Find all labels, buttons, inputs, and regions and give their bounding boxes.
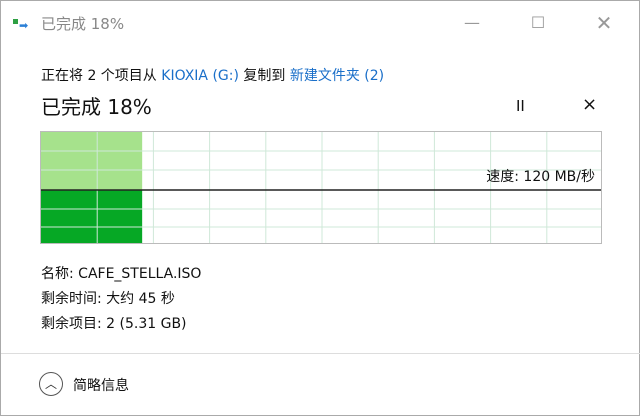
progress-label: 已完成 18%: [41, 95, 152, 119]
items-remaining: 剩余项目: 2 (5.31 GB): [41, 316, 187, 332]
pause-button[interactable]: II: [516, 97, 525, 115]
chevron-up-icon[interactable]: ︿: [39, 372, 63, 396]
copy-icon: ➡: [13, 17, 28, 31]
message-middle: 复制到: [238, 68, 290, 84]
speed-label: 速度: 120 MB/秒: [486, 169, 595, 185]
progress-fill-dark: [41, 190, 143, 243]
copy-message: 正在将 2 个项目从 KIOXIA (G:) 复制到 新建文件夹 (2): [41, 65, 384, 85]
window-title: 已完成 18%: [41, 15, 125, 33]
file-name: 名称: CAFE_STELLA.ISO: [41, 266, 202, 282]
destination-link[interactable]: 新建文件夹 (2): [289, 68, 385, 84]
speed-graph: 速度: 120 MB/秒: [40, 131, 602, 244]
time-remaining: 剩余时间: 大约 45 秒: [41, 291, 175, 307]
close-button[interactable]: ✕: [595, 11, 613, 35]
minimize-button[interactable]: —: [464, 13, 480, 32]
source-link[interactable]: KIOXIA (G:): [161, 68, 239, 84]
less-details-button[interactable]: 简略信息: [73, 378, 129, 394]
title-bar: ➡ 已完成 18% — ☐ ✕: [1, 1, 640, 45]
footer: [1, 353, 640, 417]
progress-fill-light: [41, 132, 143, 190]
message-prefix: 正在将 2 个项目从: [41, 68, 162, 84]
maximize-button[interactable]: ☐: [530, 13, 546, 32]
cancel-button[interactable]: ×: [582, 94, 598, 115]
graph-canvas: [41, 132, 601, 243]
